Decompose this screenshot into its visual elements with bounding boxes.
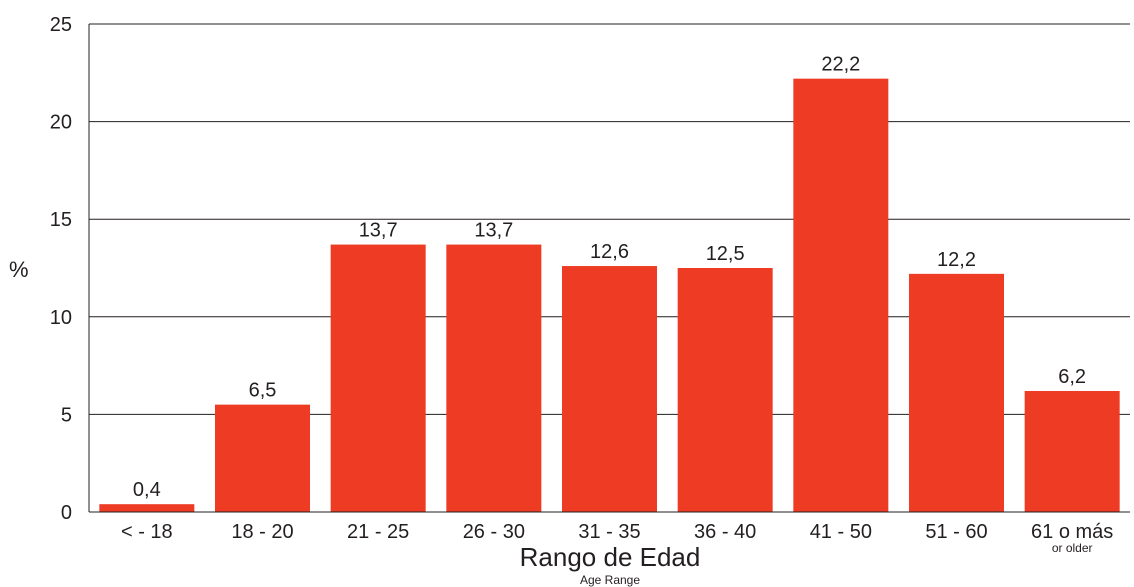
y-axis-label: % xyxy=(9,257,29,282)
data-label: 12,6 xyxy=(590,241,629,263)
bar xyxy=(330,244,426,513)
y-tick-label: 0 xyxy=(61,502,72,524)
data-label: 0,4 xyxy=(133,479,161,501)
x-tick-label: 18 - 20 xyxy=(231,521,293,543)
y-tick-label: 15 xyxy=(50,209,72,231)
labels: 0 5 10 15 20 25 0,4 < - 18 6,5 18 - 20 13,7 21 - 25… xyxy=(50,14,1114,555)
x-axis-label: Rango de Edad xyxy=(520,542,701,572)
data-label: 13,7 xyxy=(359,220,398,242)
x-tick-label: 36 - 40 xyxy=(694,521,756,543)
y-tick-label: 10 xyxy=(50,307,72,329)
x-tick-label: 31 - 35 xyxy=(578,521,640,543)
bar xyxy=(677,268,773,512)
bar xyxy=(99,504,195,512)
axes xyxy=(88,24,1130,513)
x-tick-label: < - 18 xyxy=(121,521,173,543)
bars xyxy=(99,78,1120,513)
bar xyxy=(562,266,657,512)
y-tick-label: 25 xyxy=(50,14,72,36)
x-tick-label: 41 - 50 xyxy=(810,521,872,543)
bar xyxy=(446,244,542,513)
data-label: 6,5 xyxy=(249,380,277,402)
bar xyxy=(793,78,889,512)
x-tick-sublabel: or older xyxy=(1052,541,1093,555)
y-tick-label: 5 xyxy=(61,404,72,426)
x-tick-label: 61 o más xyxy=(1031,521,1113,543)
bar xyxy=(1024,390,1120,512)
bar xyxy=(215,404,310,512)
data-label: 22,2 xyxy=(821,54,860,76)
bar xyxy=(909,273,1004,512)
x-axis-sublabel: Age Range xyxy=(580,573,640,587)
x-tick-label: 51 - 60 xyxy=(925,521,987,543)
y-tick-label: 20 xyxy=(50,112,72,134)
x-tick-label: 21 - 25 xyxy=(347,521,409,543)
data-label: 12,5 xyxy=(706,243,745,265)
x-tick-label: 26 - 30 xyxy=(463,521,525,543)
data-label: 13,7 xyxy=(474,220,513,242)
data-label: 6,2 xyxy=(1058,366,1086,388)
data-label: 12,2 xyxy=(937,249,976,271)
